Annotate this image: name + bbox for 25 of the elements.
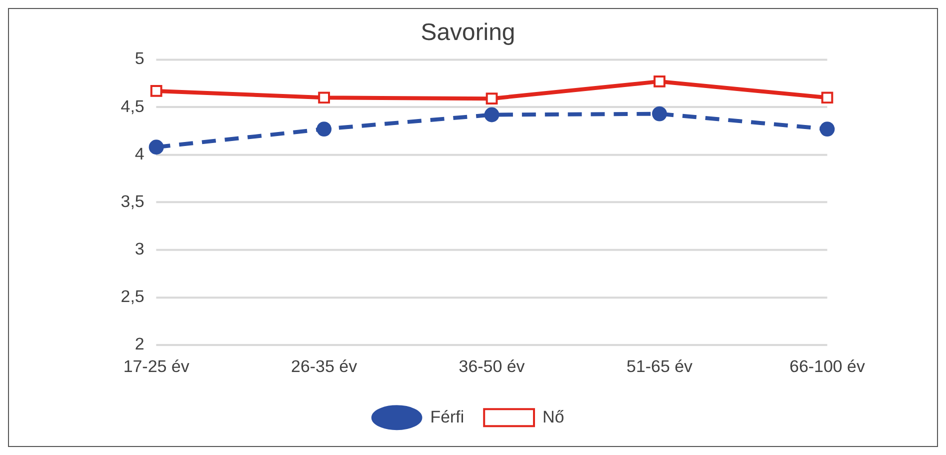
- x-tick-label: 36-50 év: [458, 356, 526, 376]
- point: [821, 92, 834, 104]
- point: [654, 76, 666, 88]
- x-tick-label: 26-35 év: [291, 356, 358, 376]
- legend-label: Nő: [542, 407, 564, 426]
- point: [486, 92, 498, 105]
- point: [318, 92, 330, 104]
- y-tick-label: 5: [134, 49, 144, 68]
- point: [148, 140, 164, 155]
- x-tick-label: 51-65 év: [626, 356, 694, 376]
- legend-label: Férfi: [430, 407, 464, 426]
- point: [820, 122, 835, 137]
- x-tick-label: 66-100 év: [790, 356, 866, 376]
- y-tick-label: 3,5: [120, 192, 144, 211]
- chart-title: Savoring: [420, 18, 516, 46]
- point: [484, 107, 500, 122]
- point: [150, 85, 162, 97]
- point: [652, 106, 667, 122]
- point: [316, 122, 332, 137]
- y-tick-label: 2: [134, 334, 144, 354]
- y-tick-label: 3: [134, 240, 144, 259]
- y-tick-label: 4: [134, 144, 144, 164]
- x-tick-label: 17-25 év: [123, 356, 190, 376]
- y-tick-label: 2,5: [120, 287, 144, 306]
- y-tick-label: 4,5: [120, 96, 144, 116]
